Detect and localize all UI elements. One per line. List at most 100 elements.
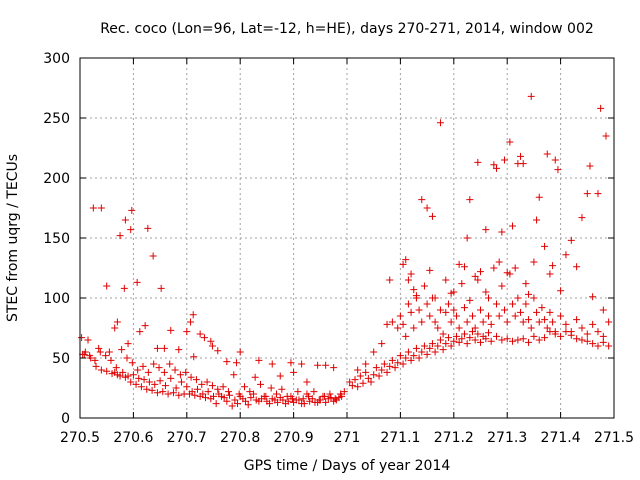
data-point [266,400,274,408]
data-point [578,214,586,222]
chart-title: Rec. coco (Lon=96, Lat=-12, h=HE), days … [100,21,594,37]
data-point [420,342,428,350]
data-point [586,162,594,170]
data-point [153,389,161,397]
data-point [246,388,254,396]
data-point [175,346,183,354]
data-point [204,388,212,396]
data-point [119,368,127,376]
data-point [428,340,436,348]
data-point [97,204,105,212]
data-point [554,166,562,174]
data-point [160,344,168,352]
data-point [276,372,284,380]
axis-ticks [79,57,615,419]
data-point [129,371,137,379]
data-point [132,380,140,388]
data-point [583,190,591,198]
data-point [161,382,169,390]
data-point [134,366,142,374]
data-point [294,388,302,396]
data-point [541,316,549,324]
data-point [407,270,415,278]
data-point [444,300,452,308]
data-point [474,330,482,338]
data-point [290,368,298,376]
data-point [460,330,468,338]
data-point [407,308,415,316]
data-point [388,318,396,326]
data-point [533,216,541,224]
data-point [103,367,111,375]
data-point [383,320,391,328]
data-point [436,336,444,344]
data-point [367,378,375,386]
data-point [503,269,511,277]
data-point [418,348,426,356]
data-point [538,304,546,312]
data-point [412,344,420,352]
data-point [573,263,581,271]
data-point [356,372,364,380]
data-point [103,282,111,290]
data-point [260,392,268,400]
data-point [599,332,607,340]
data-point [346,378,354,386]
data-point [527,92,535,100]
data-point [404,300,412,308]
data-point [164,390,172,398]
y-tick-label: 100 [43,291,70,307]
x-axis-label: GPS time / Days of year 2014 [244,458,451,474]
data-point [562,251,570,259]
data-point [466,196,474,204]
data-point [428,212,436,220]
data-point [314,361,322,369]
data-point [426,312,434,320]
data-point [191,391,199,399]
data-point [466,334,474,342]
y-tick-label: 50 [52,351,70,367]
data-point [525,290,533,298]
data-point [599,306,607,314]
data-point [203,378,211,386]
data-point [501,156,509,164]
x-tick-label: 271 [334,430,361,446]
data-point [410,324,418,332]
data-point [410,286,418,294]
data-point [527,324,535,332]
data-point [111,324,119,332]
data-point [436,306,444,314]
data-point [151,380,159,388]
data-point [177,378,185,386]
data-point [439,346,447,354]
data-point [92,362,100,370]
data-point [198,380,206,388]
data-point [144,368,152,376]
data-point [370,348,378,356]
data-point [244,401,252,409]
data-point [418,196,426,204]
data-point [458,335,466,343]
data-point [589,293,597,301]
data-point [442,340,450,348]
data-point [463,234,471,242]
data-point [298,400,306,408]
data-point [308,395,316,403]
data-point [578,336,586,344]
data-point [144,224,152,232]
data-point [583,330,591,338]
data-point [273,390,281,398]
data-point [605,342,613,350]
data-point [551,328,559,336]
data-point [183,328,191,336]
data-point [485,312,493,320]
data-point [111,368,119,376]
data-point [276,394,284,402]
data-point [171,366,179,374]
y-axis-label: STEC from uqrg / TECUs [5,154,21,322]
data-point [121,373,129,381]
data-point [594,190,602,198]
data-point [474,276,482,284]
data-point [487,320,495,328]
